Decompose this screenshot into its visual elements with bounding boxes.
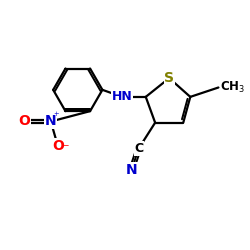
Text: N: N: [126, 162, 138, 176]
Text: S: S: [164, 71, 174, 85]
Text: $^+$: $^+$: [52, 111, 60, 121]
Text: C: C: [134, 142, 143, 155]
Text: O: O: [52, 139, 64, 153]
Text: N: N: [45, 114, 57, 128]
Text: CH$_3$: CH$_3$: [220, 80, 245, 95]
Text: O: O: [18, 114, 30, 128]
Text: $^-$: $^-$: [61, 144, 70, 154]
Text: HN: HN: [112, 90, 133, 103]
